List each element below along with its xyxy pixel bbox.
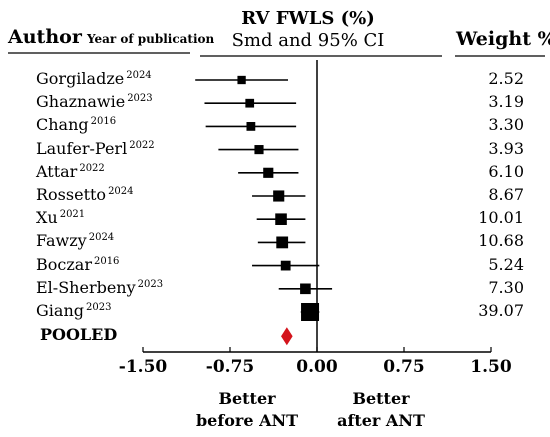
- study-year: 2023: [137, 278, 164, 290]
- study-label: Chang 2016: [36, 115, 116, 134]
- annotation-right-line-1: Better: [352, 389, 410, 408]
- study-weight: 7.30: [488, 277, 524, 297]
- effect-marker-rossetto: [273, 190, 285, 202]
- study-year: 2016: [93, 255, 120, 267]
- study-author: Fawzy: [36, 231, 87, 251]
- study-label: Rossetto 2024: [36, 185, 134, 204]
- study-author: Rossetto: [36, 185, 107, 204]
- study-year: 2024: [126, 70, 152, 81]
- study-weight: 3.19: [488, 92, 524, 112]
- pooled-label: POOLED: [40, 325, 118, 345]
- study-label: Laufer-Perl 2022: [36, 139, 155, 158]
- study-weight: 3.93: [488, 138, 524, 158]
- x-tick-label: -0.75: [205, 357, 255, 377]
- study-year: 2023: [127, 93, 153, 105]
- study-weight: 10.68: [478, 231, 524, 251]
- study-year: 2016: [90, 116, 117, 128]
- study-label: Ghaznawie 2023: [36, 92, 153, 111]
- study-author: Boczar: [36, 254, 92, 274]
- study-weight: 39.07: [478, 301, 524, 320]
- annotation-left-line-1: Better: [218, 389, 276, 408]
- year-header-label: Year of publication: [86, 32, 215, 46]
- x-tick-label: 0.00: [296, 357, 338, 377]
- study-author: Chang: [36, 115, 89, 135]
- annotation-left: Better before ANT: [192, 388, 302, 432]
- study-label: Giang 2023: [36, 301, 111, 320]
- effect-marker-boczar: [280, 260, 291, 271]
- effect-marker-chang: [246, 122, 256, 131]
- study-year: 2024: [108, 186, 134, 197]
- study-author: Gorgiladze: [36, 69, 125, 88]
- study-author: Giang: [36, 301, 84, 320]
- x-tick-label: 1.50: [470, 357, 512, 377]
- study-label: Fawzy 2024: [36, 231, 114, 250]
- study-author: Xu: [36, 208, 58, 228]
- study-year: 2022: [79, 162, 105, 174]
- chart-subtitle: Smd and 95% CI: [231, 30, 385, 51]
- effect-marker-attar: [263, 167, 274, 178]
- annotation-right-line-2: after ANT: [337, 411, 425, 430]
- study-year: 2024: [88, 232, 115, 244]
- study-label: El-Sherbeny 2023: [36, 278, 163, 297]
- pooled-diamond: [281, 327, 293, 346]
- effect-marker-xu: [275, 213, 287, 225]
- effect-marker-laufer-perl: [254, 145, 264, 155]
- study-weight: 5.24: [488, 254, 524, 274]
- annotation-right: Better after ANT: [326, 388, 436, 432]
- study-author: Laufer-Perl: [36, 138, 128, 158]
- study-year: 2021: [59, 209, 86, 221]
- study-weight: 6.10: [488, 161, 524, 181]
- weight-header-label: Weight %: [456, 28, 550, 50]
- author-header-label: Author: [8, 26, 82, 48]
- study-author: El-Sherbeny: [36, 277, 136, 297]
- effect-marker-giang: [301, 303, 320, 321]
- study-label: Boczar 2016: [36, 255, 119, 274]
- x-tick-label: -1.50: [118, 357, 168, 377]
- study-weight: 3.30: [488, 115, 524, 135]
- study-label: Gorgiladze 2024: [36, 69, 152, 88]
- study-year: 2023: [85, 302, 112, 313]
- x-tick-label: 0.75: [383, 357, 425, 377]
- study-weight: 10.01: [478, 208, 524, 228]
- study-weight: 8.67: [488, 185, 524, 204]
- study-weight: 2.52: [488, 69, 524, 88]
- author-header: Author Year of publication: [8, 26, 214, 48]
- effect-marker-gorgiladze: [237, 75, 246, 85]
- effect-marker-ghaznawie: [245, 98, 255, 108]
- study-author: Attar: [36, 161, 78, 181]
- chart-title: RV FWLS (%): [241, 8, 375, 29]
- study-label: Attar 2022: [36, 162, 105, 181]
- effect-marker-el-sherbeny: [300, 283, 311, 295]
- effect-marker-fawzy: [276, 236, 289, 249]
- study-year: 2022: [129, 139, 155, 151]
- study-author: Ghaznawie: [36, 92, 126, 112]
- study-label: Xu 2021: [36, 208, 85, 227]
- annotation-left-line-2: before ANT: [195, 411, 299, 430]
